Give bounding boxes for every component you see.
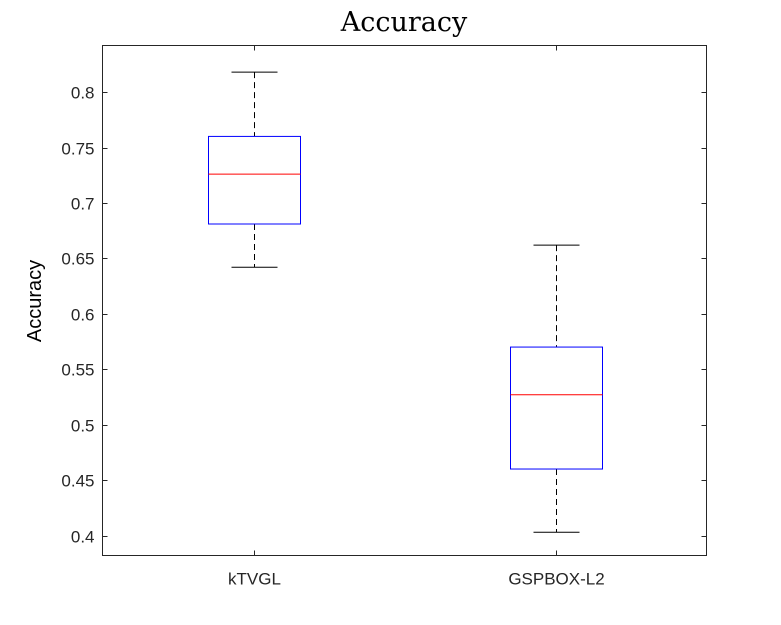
y-axis: 0.4 0.45 0.5 0.55 0.6 0.65 0.7 0.75 0.8 [61,84,707,547]
x-tick-label: kTVGL [228,570,281,589]
y-tick-label: 0.75 [61,140,94,159]
box-group [208,71,301,268]
iqr-box [510,346,603,470]
chart-title: Accuracy [340,7,468,38]
y-tick-label: 0.8 [71,84,95,103]
y-tick-label: 0.45 [61,472,94,491]
y-tick-label: 0.65 [61,250,94,269]
y-axis-label: Accuracy [24,260,46,342]
x-axis: kTVGL GSPBOX-L2 [228,45,605,589]
box-group [510,244,603,533]
y-tick-label: 0.7 [71,195,95,214]
y-tick-label: 0.6 [71,306,95,325]
iqr-box [208,135,301,225]
y-tick-label: 0.5 [71,417,95,436]
boxes-layer [208,71,603,533]
y-tick-label: 0.55 [61,361,94,380]
x-tick-label: GSPBOX-L2 [508,570,604,589]
plot-area-frame [102,45,707,556]
y-tick-label: 0.4 [71,528,95,547]
